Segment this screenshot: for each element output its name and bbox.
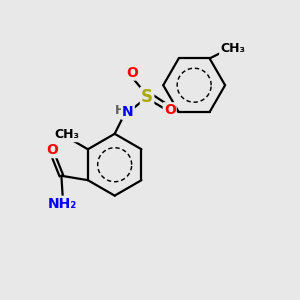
- Text: N: N: [122, 105, 134, 119]
- Text: CH₃: CH₃: [55, 128, 80, 141]
- Text: O: O: [164, 103, 176, 117]
- Text: H: H: [115, 104, 125, 117]
- Text: NH₂: NH₂: [48, 197, 77, 211]
- Text: CH₃: CH₃: [220, 42, 245, 55]
- Text: O: O: [46, 143, 58, 157]
- Text: S: S: [141, 88, 153, 106]
- Text: O: O: [126, 66, 138, 80]
